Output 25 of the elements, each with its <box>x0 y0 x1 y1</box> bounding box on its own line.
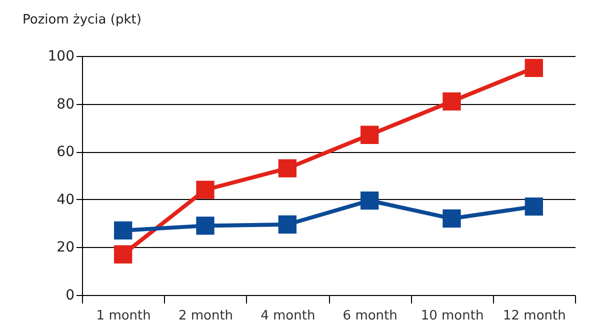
point <box>524 197 543 216</box>
point <box>114 221 132 240</box>
x-tick-label: 4 month <box>260 308 316 324</box>
point <box>360 126 379 144</box>
point <box>524 58 543 78</box>
x-tick-label: 2 month <box>178 308 234 324</box>
point <box>442 209 461 228</box>
y-tick-label: 20 <box>56 240 74 256</box>
x-tick-label: 1 month <box>96 308 151 324</box>
x-tick-label: 10 month <box>420 308 484 324</box>
y-axis-title: Poziom życia (pkt) <box>22 12 142 28</box>
y-tick-label: 0 <box>66 288 74 304</box>
y-tick-label: 60 <box>56 144 74 160</box>
y-tick-label: 100 <box>48 48 74 64</box>
y-tick-label: 80 <box>56 96 74 112</box>
point <box>196 216 214 235</box>
point <box>278 215 296 234</box>
x-tick-label: 6 month <box>342 308 398 324</box>
y-tick-label: 40 <box>56 192 74 208</box>
point <box>360 192 379 210</box>
point <box>278 159 296 178</box>
point <box>114 245 132 264</box>
x-tick-label: 12 month <box>502 308 566 324</box>
point <box>442 92 461 110</box>
point <box>196 180 214 199</box>
